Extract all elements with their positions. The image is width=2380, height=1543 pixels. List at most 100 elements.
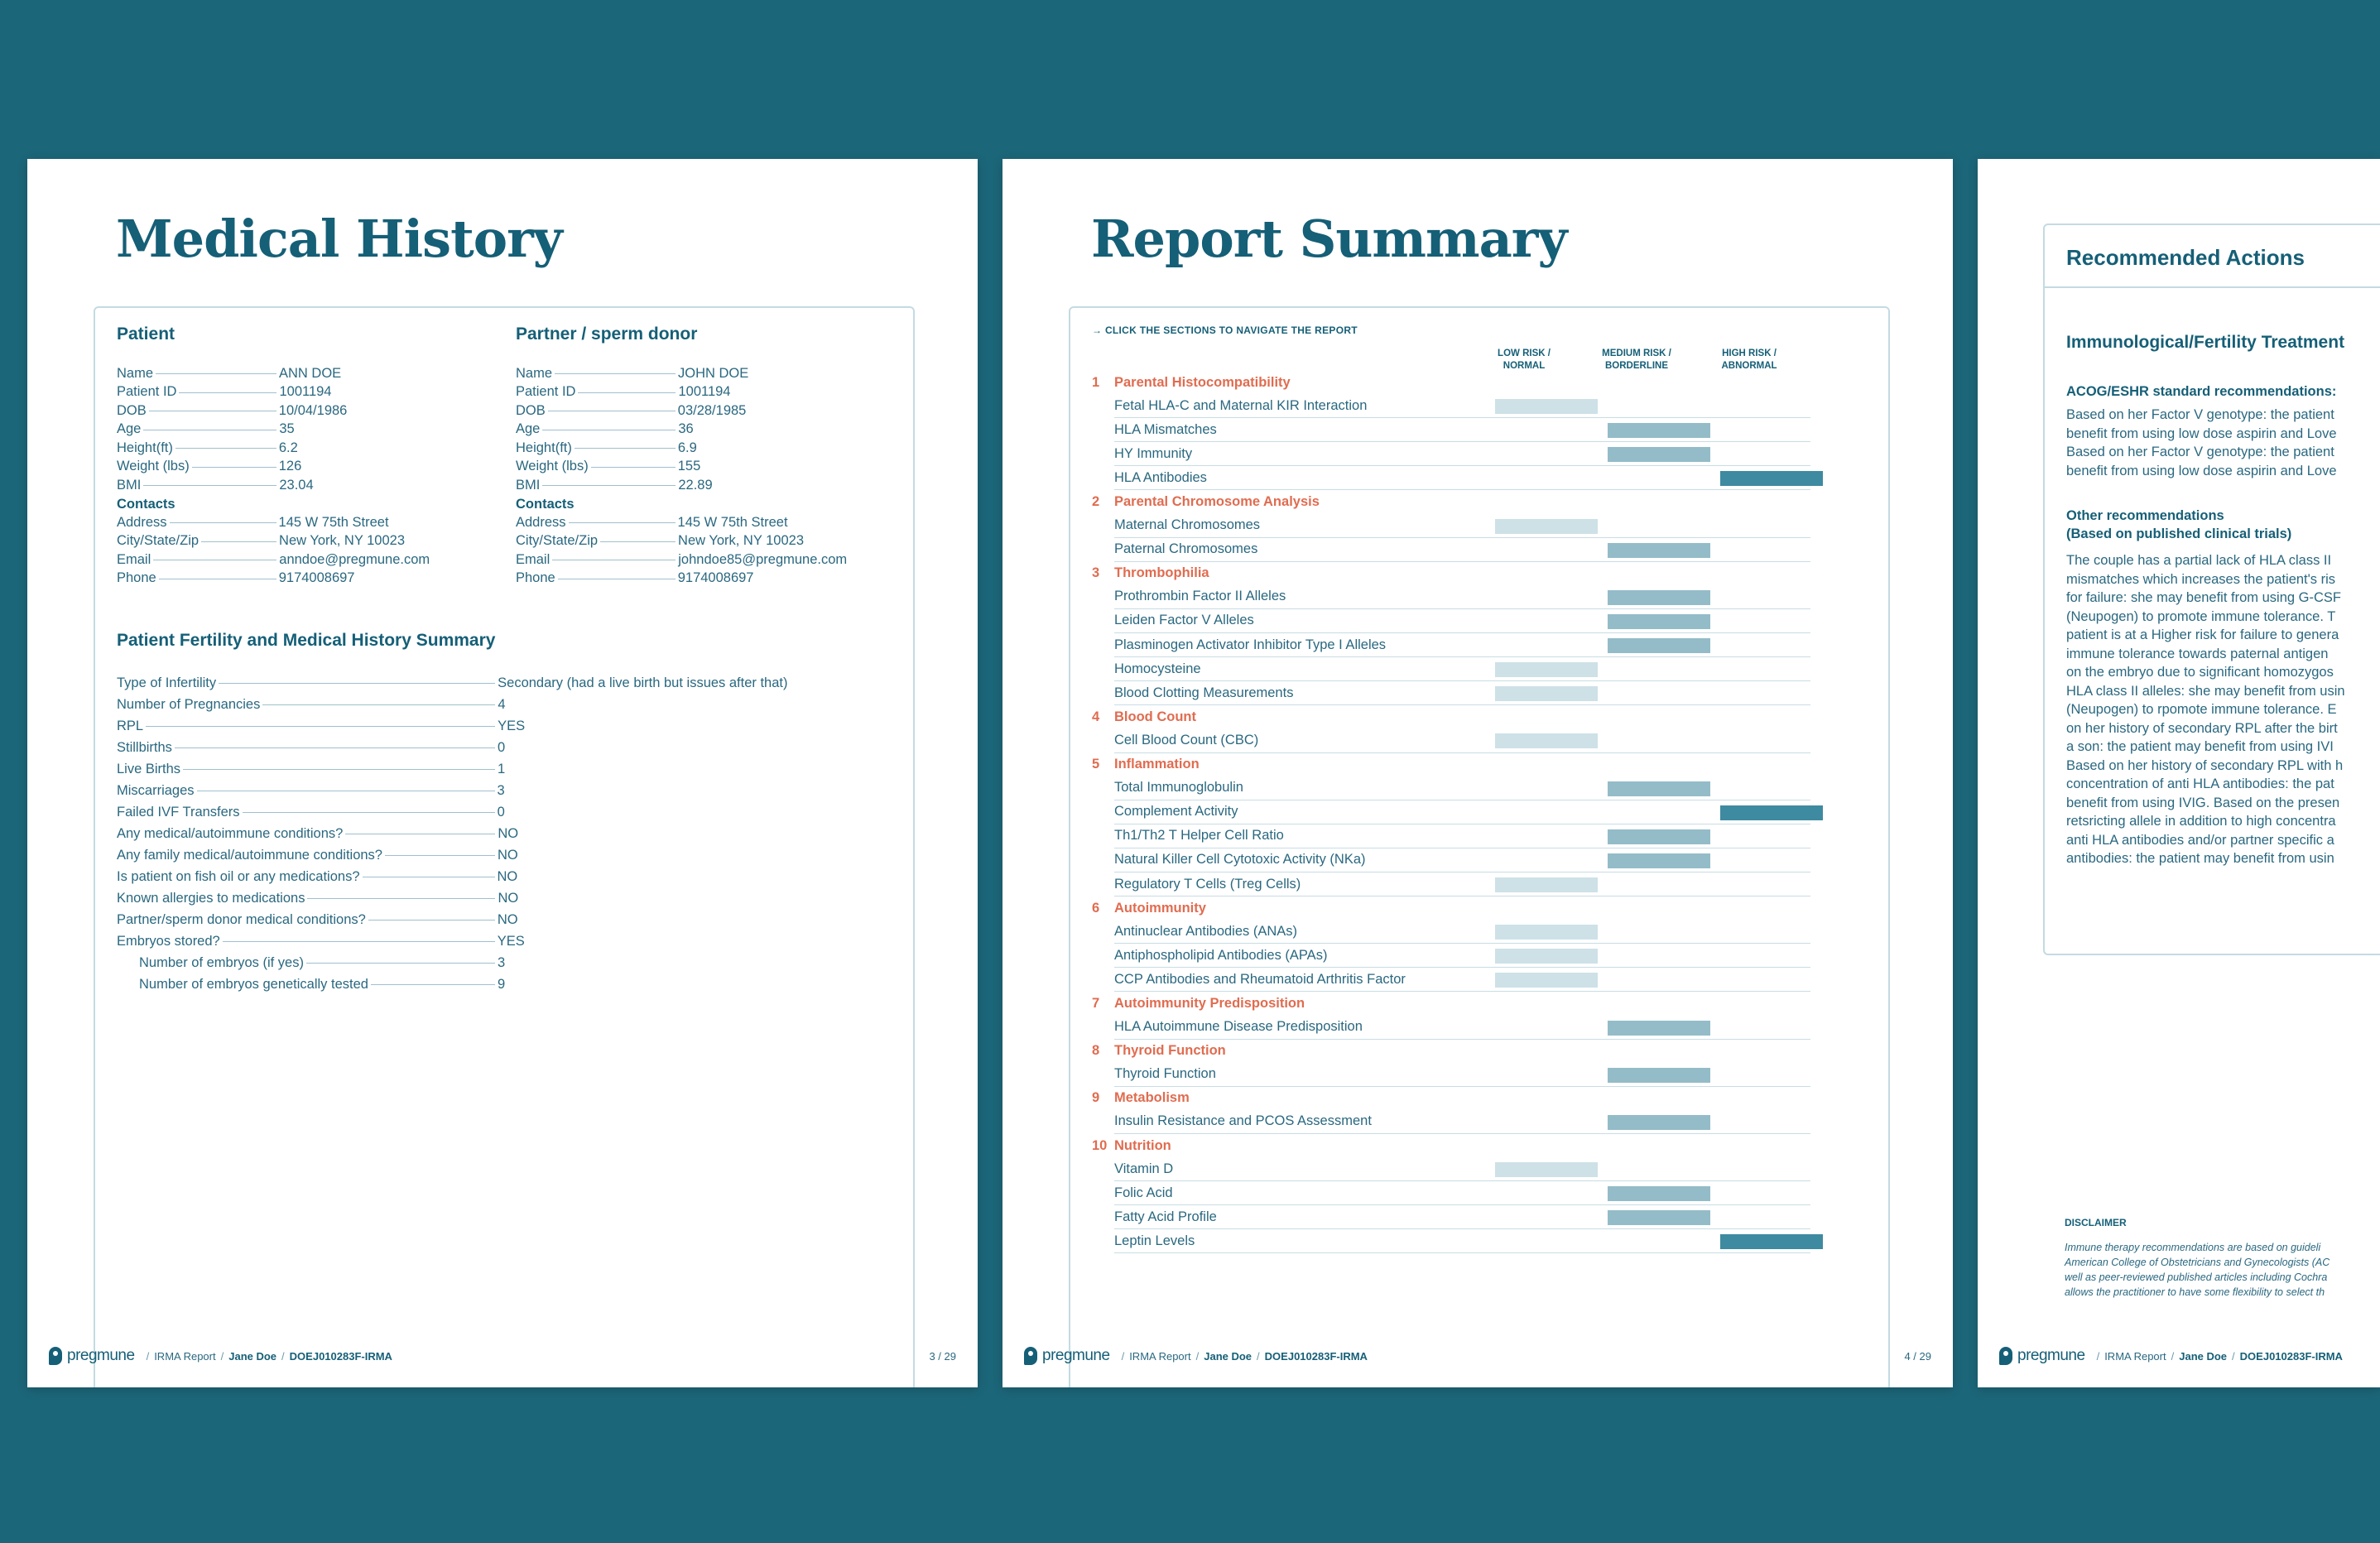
- report-item-row[interactable]: HLA Antibodies: [1114, 466, 1823, 491]
- recommendation-line: a son: the patient may benefit from usin…: [2066, 739, 2334, 754]
- report-item-row[interactable]: Paternal Chromosomes: [1114, 538, 1810, 562]
- report-item-row[interactable]: HLA Autoimmune Disease Predisposition: [1114, 1016, 1810, 1040]
- section-link-metabolism[interactable]: 9 Metabolism: [1092, 1087, 1810, 1110]
- field-label: BMI: [516, 477, 541, 493]
- leader-line: [148, 410, 276, 412]
- field-value: 3: [497, 954, 506, 970]
- pregmune-logo[interactable]: pregmune: [1999, 1347, 2085, 1365]
- partner-heading: Partner / sperm donor: [516, 324, 698, 344]
- recommended-actions-page: Recommended Actions Immunological/Fertil…: [1978, 159, 2380, 1387]
- field-label: Address: [516, 514, 566, 530]
- report-item-row[interactable]: Blood Clotting Measurements: [1114, 681, 1810, 706]
- risk-bar-medium: [1608, 542, 1710, 558]
- field-label: Number of embryos genetically tested: [139, 976, 368, 992]
- section-link-autoimmunity-predisposition[interactable]: 7 Autoimmunity Predisposition: [1092, 992, 1810, 1015]
- recommendation-line: antibodies: the patient may benefit from…: [2066, 851, 2334, 866]
- section-title: Parental Chromosome Analysis: [1114, 494, 1320, 510]
- risk-bar-medium: [1608, 638, 1710, 654]
- report-item-row[interactable]: Th1/Th2 T Helper Cell Ratio: [1114, 824, 1810, 848]
- report-item-row[interactable]: Vitamin D: [1114, 1157, 1810, 1182]
- report-item-label: Total Immunoglobulin: [1114, 780, 1243, 796]
- breadcrumb-report[interactable]: IRMA Report: [154, 1349, 216, 1363]
- section-link-parental-chromosome-analysis[interactable]: 2 Parental Chromosome Analysis: [1092, 490, 1810, 513]
- risk-bar-low: [1495, 662, 1598, 678]
- report-item-row[interactable]: Leiden Factor V Alleles: [1114, 609, 1810, 634]
- report-item-row[interactable]: CCP Antibodies and Rheumatoid Arthritis …: [1114, 968, 1810, 993]
- report-item-row[interactable]: Antiphospholipid Antibodies (APAs): [1114, 944, 1810, 969]
- patient-fields: Name ANN DOE Patient ID 1001194 DOB 10/04/198…: [117, 364, 498, 495]
- partner-field-row: Weight (lbs) 155: [516, 458, 897, 477]
- report-item-row[interactable]: Homocysteine: [1114, 657, 1810, 682]
- section-number: 10: [1092, 1137, 1108, 1153]
- report-item-row[interactable]: Insulin Resistance and PCOS Assessment: [1114, 1110, 1810, 1134]
- report-item-row[interactable]: Thyroid Function: [1114, 1063, 1810, 1087]
- report-item-row[interactable]: Cell Blood Count (CBC): [1114, 728, 1810, 753]
- risk-bar-medium: [1608, 781, 1710, 796]
- report-item-row[interactable]: Fetal HLA-C and Maternal KIR Interaction: [1114, 394, 1810, 419]
- report-item-row[interactable]: Total Immunoglobulin: [1114, 776, 1810, 800]
- report-item-row[interactable]: HLA Mismatches: [1114, 418, 1810, 443]
- partner-field-row: DOB 03/28/1985: [516, 401, 897, 421]
- field-label: Phone: [117, 570, 156, 586]
- report-item-row[interactable]: Regulatory T Cells (Treg Cells): [1114, 872, 1810, 897]
- report-item-label: Blood Clotting Measurements: [1114, 685, 1294, 700]
- breadcrumb-code[interactable]: DOEJ010283F-IRMA: [289, 1349, 392, 1363]
- breadcrumb-patient[interactable]: Jane Doe: [1204, 1349, 1253, 1363]
- field-value: 0: [497, 739, 506, 755]
- breadcrumb-code[interactable]: DOEJ010283F-IRMA: [2239, 1349, 2343, 1363]
- risk-bar-low: [1495, 925, 1598, 940]
- partner-field-row: Age 36: [516, 421, 897, 440]
- pregmune-logo[interactable]: pregmune: [1024, 1347, 1110, 1365]
- field-value: 1001194: [279, 384, 332, 400]
- patient-contacts: Address 145 W 75th Street City/State/Zip Ne…: [117, 513, 498, 588]
- report-item-row[interactable]: Folic Acid: [1114, 1181, 1810, 1206]
- field-value: 1001194: [678, 384, 731, 400]
- risk-bar-low: [1495, 877, 1598, 892]
- acog-line: benefit from using low dose aspirin and …: [2066, 463, 2337, 478]
- report-item-row[interactable]: Complement Activity: [1114, 800, 1823, 824]
- summary-row: Known allergies to medications NO: [117, 887, 862, 909]
- leader-line: [578, 392, 676, 393]
- report-item-row[interactable]: Antinuclear Antibodies (ANAs): [1114, 920, 1810, 945]
- breadcrumb-separator: /: [1121, 1349, 1125, 1363]
- disclaimer-line: well as peer-reviewed published articles…: [2065, 1271, 2328, 1283]
- breadcrumb-report[interactable]: IRMA Report: [1129, 1349, 1191, 1363]
- section-link-inflammation[interactable]: 5 Inflammation: [1092, 753, 1810, 776]
- risk-bar-low: [1495, 949, 1598, 964]
- breadcrumb-patient[interactable]: Jane Doe: [2179, 1349, 2228, 1363]
- section-link-thyroid-function[interactable]: 8 Thyroid Function: [1092, 1040, 1810, 1063]
- field-label: Height(ft): [516, 440, 572, 455]
- report-item-label: Vitamin D: [1114, 1161, 1174, 1176]
- breadcrumb-separator: /: [2171, 1349, 2175, 1363]
- field-value: NO: [498, 847, 518, 863]
- section-link-autoimmunity[interactable]: 6 Autoimmunity: [1092, 896, 1810, 920]
- report-item-row[interactable]: Maternal Chromosomes: [1114, 514, 1810, 538]
- report-item-row[interactable]: Natural Killer Cell Cytotoxic Activity (…: [1114, 848, 1810, 872]
- field-label: Type of Infertility: [117, 675, 217, 690]
- report-item-row[interactable]: Prothrombin Factor II Alleles: [1114, 585, 1810, 609]
- page-footer: pregmune / IRMA Report / Jane Doe / DOEJ…: [1999, 1344, 2358, 1368]
- leader-line: [146, 725, 496, 727]
- field-label: City/State/Zip: [117, 533, 200, 549]
- divider: [2045, 286, 2380, 288]
- patient-field-row: Patient ID 1001194: [117, 383, 498, 402]
- patient-field-row: Weight (lbs) 126: [117, 458, 498, 477]
- report-item-row[interactable]: Fatty Acid Profile: [1114, 1205, 1810, 1230]
- report-item-row[interactable]: HY Immunity: [1114, 442, 1810, 467]
- breadcrumb-report[interactable]: IRMA Report: [2104, 1349, 2166, 1363]
- report-item-row[interactable]: Plasminogen Activator Inhibitor Type I A…: [1114, 633, 1810, 658]
- section-link-nutrition[interactable]: 10 Nutrition: [1092, 1134, 1810, 1157]
- pregmune-logo[interactable]: pregmune: [49, 1347, 135, 1365]
- section-link-blood-count[interactable]: 4 Blood Count: [1092, 705, 1810, 728]
- breadcrumb-patient[interactable]: Jane Doe: [228, 1349, 277, 1363]
- report-item-row[interactable]: Leptin Levels: [1114, 1229, 1823, 1254]
- leader-line: [169, 522, 276, 524]
- breadcrumb-code[interactable]: DOEJ010283F-IRMA: [1264, 1349, 1368, 1363]
- report-item-label: Leiden Factor V Alleles: [1114, 613, 1254, 628]
- section-number: 3: [1092, 565, 1100, 581]
- recommendation-line: benefit from using IVIG. Based on the pr…: [2066, 795, 2340, 810]
- section-link-thrombophilia[interactable]: 3 Thrombophilia: [1092, 562, 1810, 585]
- low-risk-header-line: LOW RISK /: [1498, 348, 1551, 358]
- field-value: 4: [498, 696, 506, 712]
- section-link-parental-histocompatibility[interactable]: 1 Parental Histocompatibility: [1092, 371, 1810, 394]
